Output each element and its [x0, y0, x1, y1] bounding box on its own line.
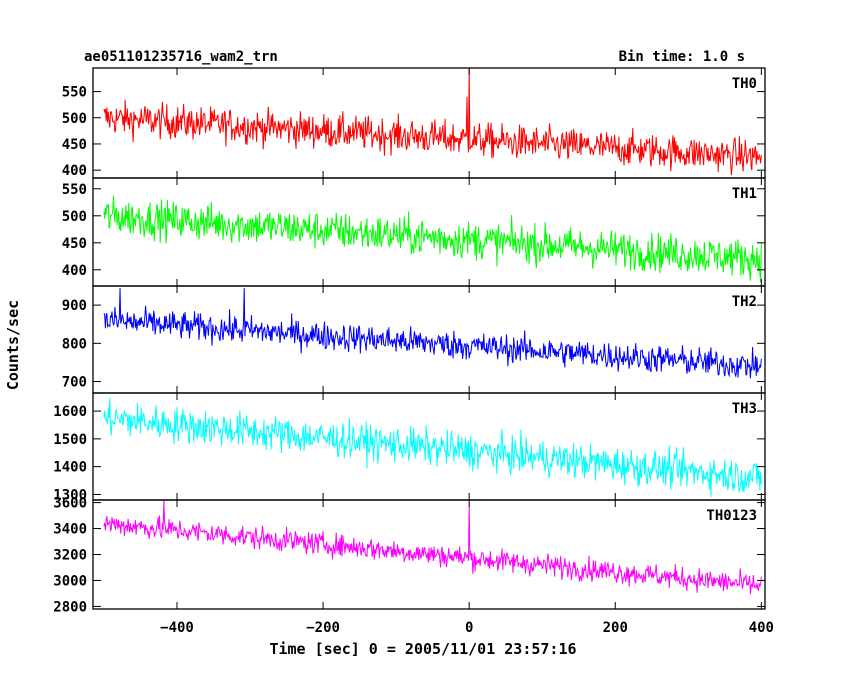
- y-tick-label: 1400: [53, 460, 87, 476]
- y-axis-title: Counts/sec: [4, 300, 22, 390]
- x-axis-title: Time [sec] 0 = 2005/11/01 23:57:16: [269, 640, 576, 658]
- panel-label-th3: TH3: [732, 401, 757, 417]
- series-line-th0123: [103, 499, 762, 595]
- x-tick-label: −400: [160, 620, 194, 636]
- x-tick-label: 400: [749, 620, 774, 636]
- x-tick-label: 200: [603, 620, 628, 636]
- panel-frame-th1: [92, 177, 766, 287]
- panel-label-th0: TH0: [732, 76, 757, 92]
- panel-label-th1: TH1: [732, 186, 757, 202]
- y-tick-label: 550: [62, 85, 87, 101]
- y-tick-label: 2800: [53, 599, 87, 615]
- panels-group: 400 450 500 550 TH0 400 450 500 550 TH1 700 800 900 T…: [53, 67, 774, 636]
- y-tick-label: 500: [62, 209, 87, 225]
- y-tick-label: 1600: [53, 404, 87, 420]
- y-tick-label: 800: [62, 336, 87, 352]
- y-tick-label: 1500: [53, 432, 87, 448]
- bin-time-label: Bin time: 1.0 s: [619, 49, 745, 65]
- y-tick-label: 3400: [53, 522, 87, 538]
- series-line-th3: [103, 397, 762, 497]
- series-line-th2: [103, 287, 762, 379]
- y-tick-label: 450: [62, 137, 87, 153]
- x-tick-label: −200: [306, 620, 340, 636]
- y-tick-label: 3200: [53, 548, 87, 564]
- chart-title: ae051101235716_wam2_trn: [84, 49, 278, 65]
- y-tick-label: 1300: [53, 487, 87, 503]
- x-tick-label: 0: [465, 620, 473, 636]
- y-tick-label: 500: [62, 111, 87, 127]
- y-tick-label: 450: [62, 236, 87, 252]
- series-line-th0: [103, 67, 762, 176]
- y-tick-label: 400: [62, 263, 87, 279]
- series-line-th1: [103, 195, 762, 283]
- y-tick-label: 400: [62, 163, 87, 179]
- y-tick-label: 900: [62, 298, 87, 314]
- panel-label-th0123: TH0123: [706, 508, 757, 524]
- y-tick-label: 3600: [53, 496, 87, 512]
- y-tick-label: 3000: [53, 573, 87, 589]
- panel-label-th2: TH2: [732, 294, 757, 310]
- y-tick-label: 550: [62, 182, 87, 198]
- y-tick-label: 700: [62, 375, 87, 391]
